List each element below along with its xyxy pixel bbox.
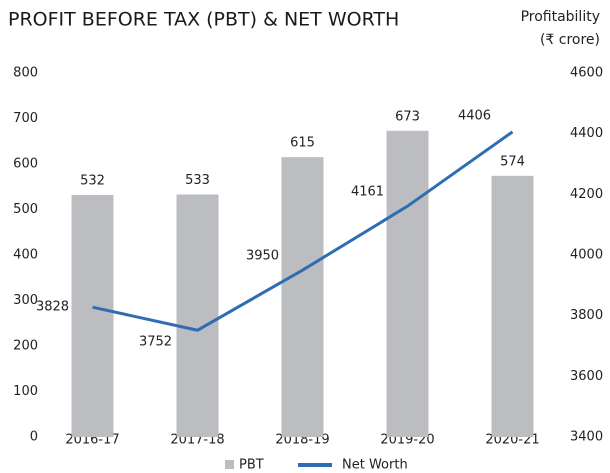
y-tick-label: 200 bbox=[13, 339, 38, 354]
chart-title: PROFIT BEFORE TAX (PBT) & NET WORTH bbox=[8, 9, 399, 31]
line bbox=[92, 130, 514, 332]
bar bbox=[386, 130, 429, 437]
y2-tick-label: 4200 bbox=[570, 187, 603, 202]
value-label: 532 bbox=[80, 173, 105, 188]
line-value-label: 3950 bbox=[246, 249, 279, 264]
y2-tick-label: 4600 bbox=[570, 66, 603, 81]
subtitle: (₹ crore) bbox=[540, 32, 600, 48]
value-label: 615 bbox=[290, 136, 315, 151]
bar bbox=[176, 194, 219, 437]
line-value-label: 4406 bbox=[458, 108, 491, 123]
y-tick-label: 600 bbox=[13, 157, 38, 172]
bar bbox=[281, 157, 324, 438]
y-tick-label: 400 bbox=[13, 248, 38, 263]
bar bbox=[491, 175, 534, 437]
y2-tick-label: 3400 bbox=[570, 430, 603, 445]
legend-label: PBT bbox=[239, 458, 264, 473]
value-label: 574 bbox=[500, 154, 525, 169]
y2-tick-label: 4400 bbox=[570, 126, 603, 141]
y-tick-label: 100 bbox=[13, 384, 38, 399]
bar bbox=[71, 194, 114, 437]
value-label: 673 bbox=[395, 109, 420, 124]
line-value-label: 3752 bbox=[139, 335, 172, 350]
y-tick-label: 800 bbox=[13, 66, 38, 81]
line-value-label: 4161 bbox=[351, 185, 384, 200]
y2-tick-label: 3600 bbox=[570, 369, 603, 384]
y2-tick-label: 3800 bbox=[570, 308, 603, 323]
y2-tick-label: 4000 bbox=[570, 248, 603, 263]
legend-swatch bbox=[225, 460, 234, 469]
subtitle: Profitability bbox=[521, 9, 600, 25]
y-tick-label: 700 bbox=[13, 111, 38, 126]
value-label: 533 bbox=[185, 173, 210, 188]
y-tick-label: 300 bbox=[13, 293, 38, 308]
line-value-label: 3828 bbox=[36, 300, 69, 315]
y-tick-label: 500 bbox=[13, 202, 38, 217]
y-tick-label: 0 bbox=[30, 430, 38, 445]
legend-label: Net Worth bbox=[342, 458, 408, 473]
